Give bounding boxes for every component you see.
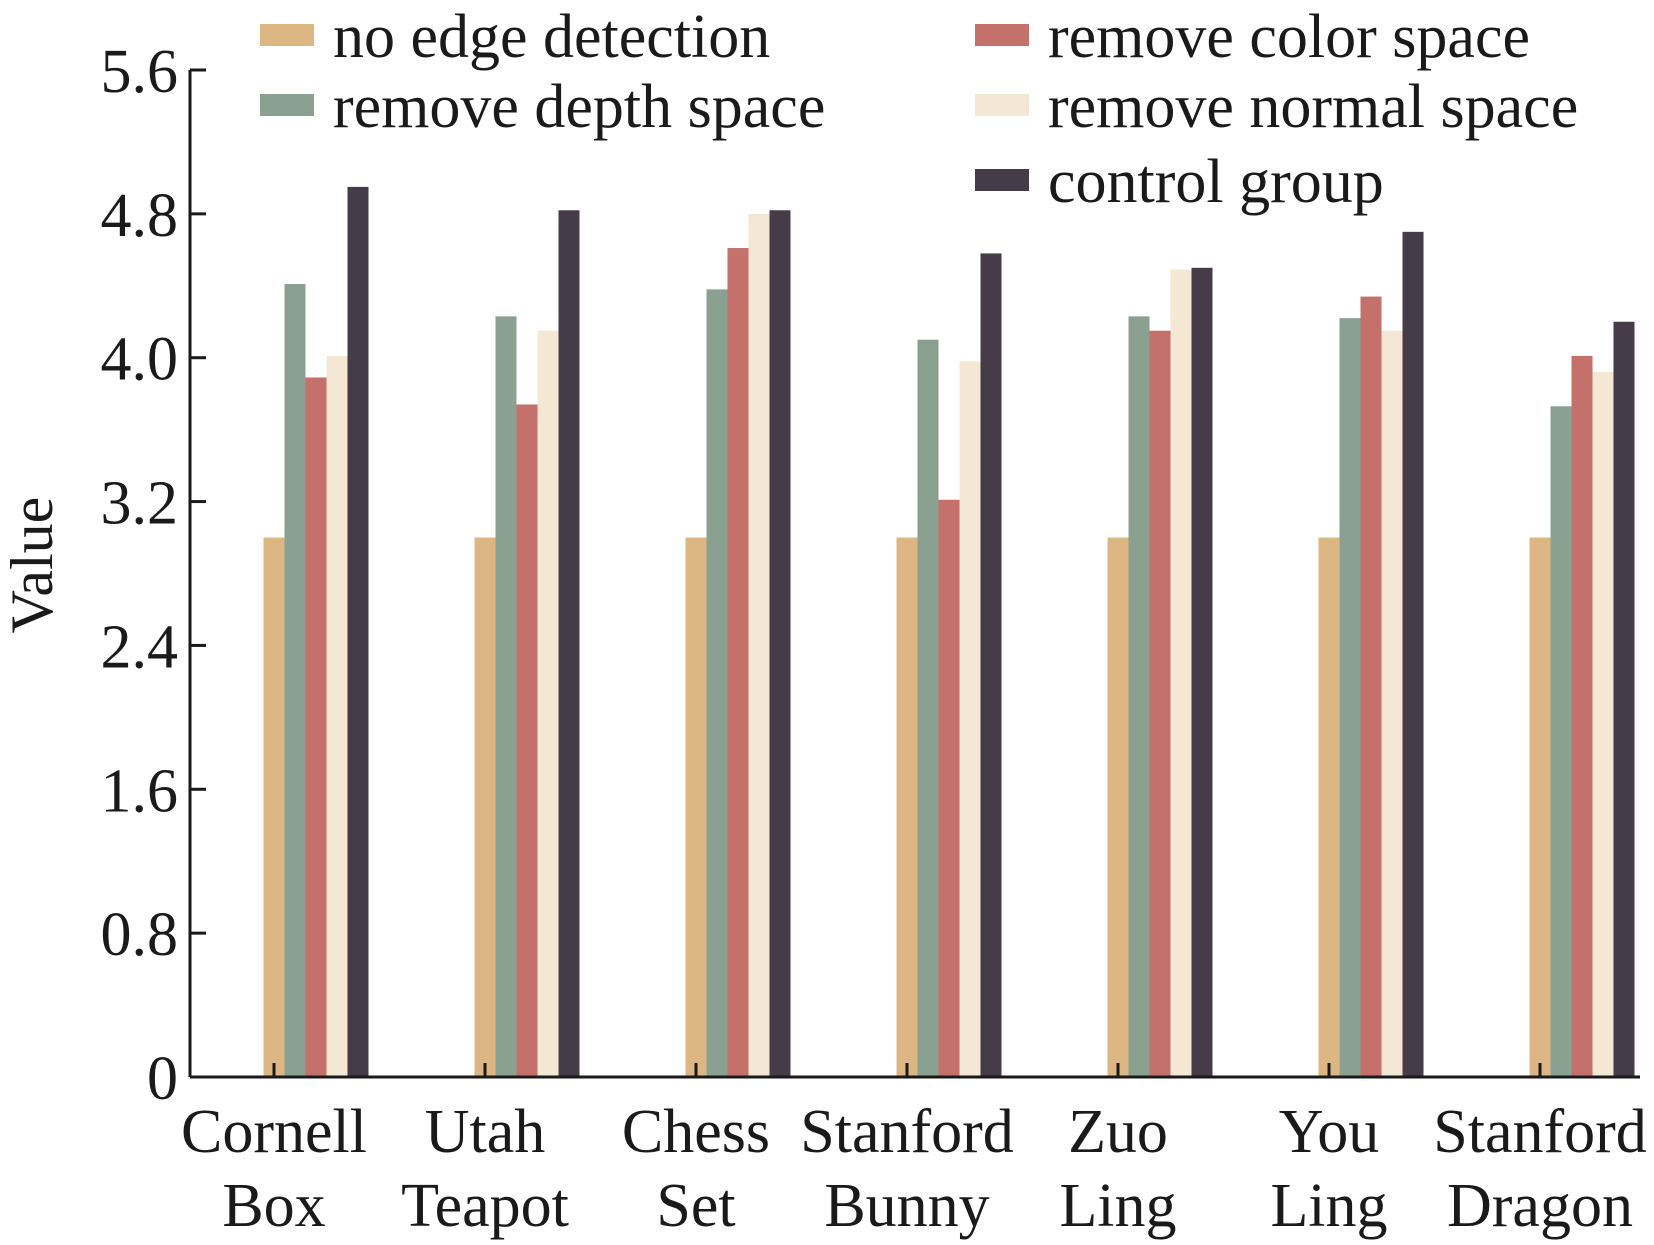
bar-4-2 bbox=[537, 330, 559, 1077]
x-tick-label: Chess Set bbox=[622, 1098, 770, 1240]
bar-3-6 bbox=[1360, 296, 1382, 1077]
legend-swatch bbox=[975, 24, 1029, 46]
bar-2-7 bbox=[1550, 406, 1572, 1077]
bar-5-6 bbox=[1402, 231, 1424, 1077]
bar-4-6 bbox=[1381, 330, 1403, 1077]
y-tick-label: 2.4 bbox=[101, 613, 179, 681]
y-tick-label: 0.8 bbox=[101, 901, 179, 969]
bar-4-7 bbox=[1592, 372, 1614, 1078]
x-tick-label: Stanford Bunny bbox=[800, 1098, 1014, 1240]
y-tick-label: 3.2 bbox=[101, 470, 179, 538]
legend-swatch bbox=[975, 94, 1029, 116]
x-tick-label: Utah Teapot bbox=[401, 1098, 569, 1240]
legend-label: control group bbox=[1048, 148, 1384, 216]
legend-label: no edge detection bbox=[333, 3, 770, 71]
bar-1-2 bbox=[474, 537, 496, 1077]
bar-3-5 bbox=[1149, 330, 1171, 1077]
legend-swatch bbox=[260, 94, 314, 116]
x-tick-label: You Ling bbox=[1270, 1098, 1387, 1240]
x-tick-label: Zuo Ling bbox=[1059, 1098, 1176, 1240]
bar-5-3 bbox=[769, 210, 791, 1077]
bar-4-3 bbox=[748, 213, 770, 1077]
bar-2-4 bbox=[917, 339, 939, 1077]
bar-5-5 bbox=[1191, 267, 1213, 1077]
bar-1-3 bbox=[685, 537, 707, 1077]
bar-3-3 bbox=[727, 248, 749, 1078]
y-tick-label: 4.0 bbox=[101, 326, 179, 394]
bar-2-6 bbox=[1339, 318, 1361, 1077]
bar-5-2 bbox=[558, 210, 580, 1077]
legend-label: remove depth space bbox=[333, 73, 825, 141]
bar-4-1 bbox=[326, 355, 348, 1077]
bar-1-7 bbox=[1529, 537, 1551, 1077]
y-tick-label: 4.8 bbox=[101, 182, 179, 250]
x-tick-label: Stanford Dragon bbox=[1433, 1098, 1647, 1240]
bar-2-3 bbox=[706, 289, 728, 1077]
legend-label: remove color space bbox=[1048, 3, 1530, 71]
bar-1-4 bbox=[896, 537, 918, 1077]
bar-2-5 bbox=[1128, 316, 1150, 1077]
bar-4-4 bbox=[959, 361, 981, 1078]
x-tick-label: Cornell Box bbox=[181, 1098, 367, 1240]
bar-1-6 bbox=[1318, 537, 1340, 1077]
bar-3-1 bbox=[305, 377, 327, 1077]
legend-swatch bbox=[260, 24, 314, 46]
bar-3-7 bbox=[1571, 355, 1593, 1077]
bars bbox=[263, 186, 1635, 1078]
bar-5-1 bbox=[347, 186, 369, 1078]
bar-2-1 bbox=[284, 283, 306, 1077]
y-axis-title: Value bbox=[0, 497, 65, 634]
bar-1-1 bbox=[263, 537, 285, 1077]
y-tick-label: 1.6 bbox=[101, 757, 179, 825]
bar-3-4 bbox=[938, 499, 960, 1078]
bar-3-2 bbox=[516, 404, 538, 1077]
bar-2-2 bbox=[495, 316, 517, 1077]
bar-4-5 bbox=[1170, 269, 1192, 1077]
y-tick-label: 0 bbox=[147, 1045, 178, 1113]
bar-1-5 bbox=[1107, 537, 1129, 1077]
legend-swatch bbox=[975, 169, 1029, 191]
legend-label: remove normal space bbox=[1048, 73, 1578, 141]
bar-5-7 bbox=[1613, 321, 1635, 1077]
y-tick-label: 5.6 bbox=[101, 38, 179, 106]
legend: no edge detection remove color spaceremov… bbox=[260, 3, 1578, 216]
bar-5-4 bbox=[980, 253, 1002, 1078]
